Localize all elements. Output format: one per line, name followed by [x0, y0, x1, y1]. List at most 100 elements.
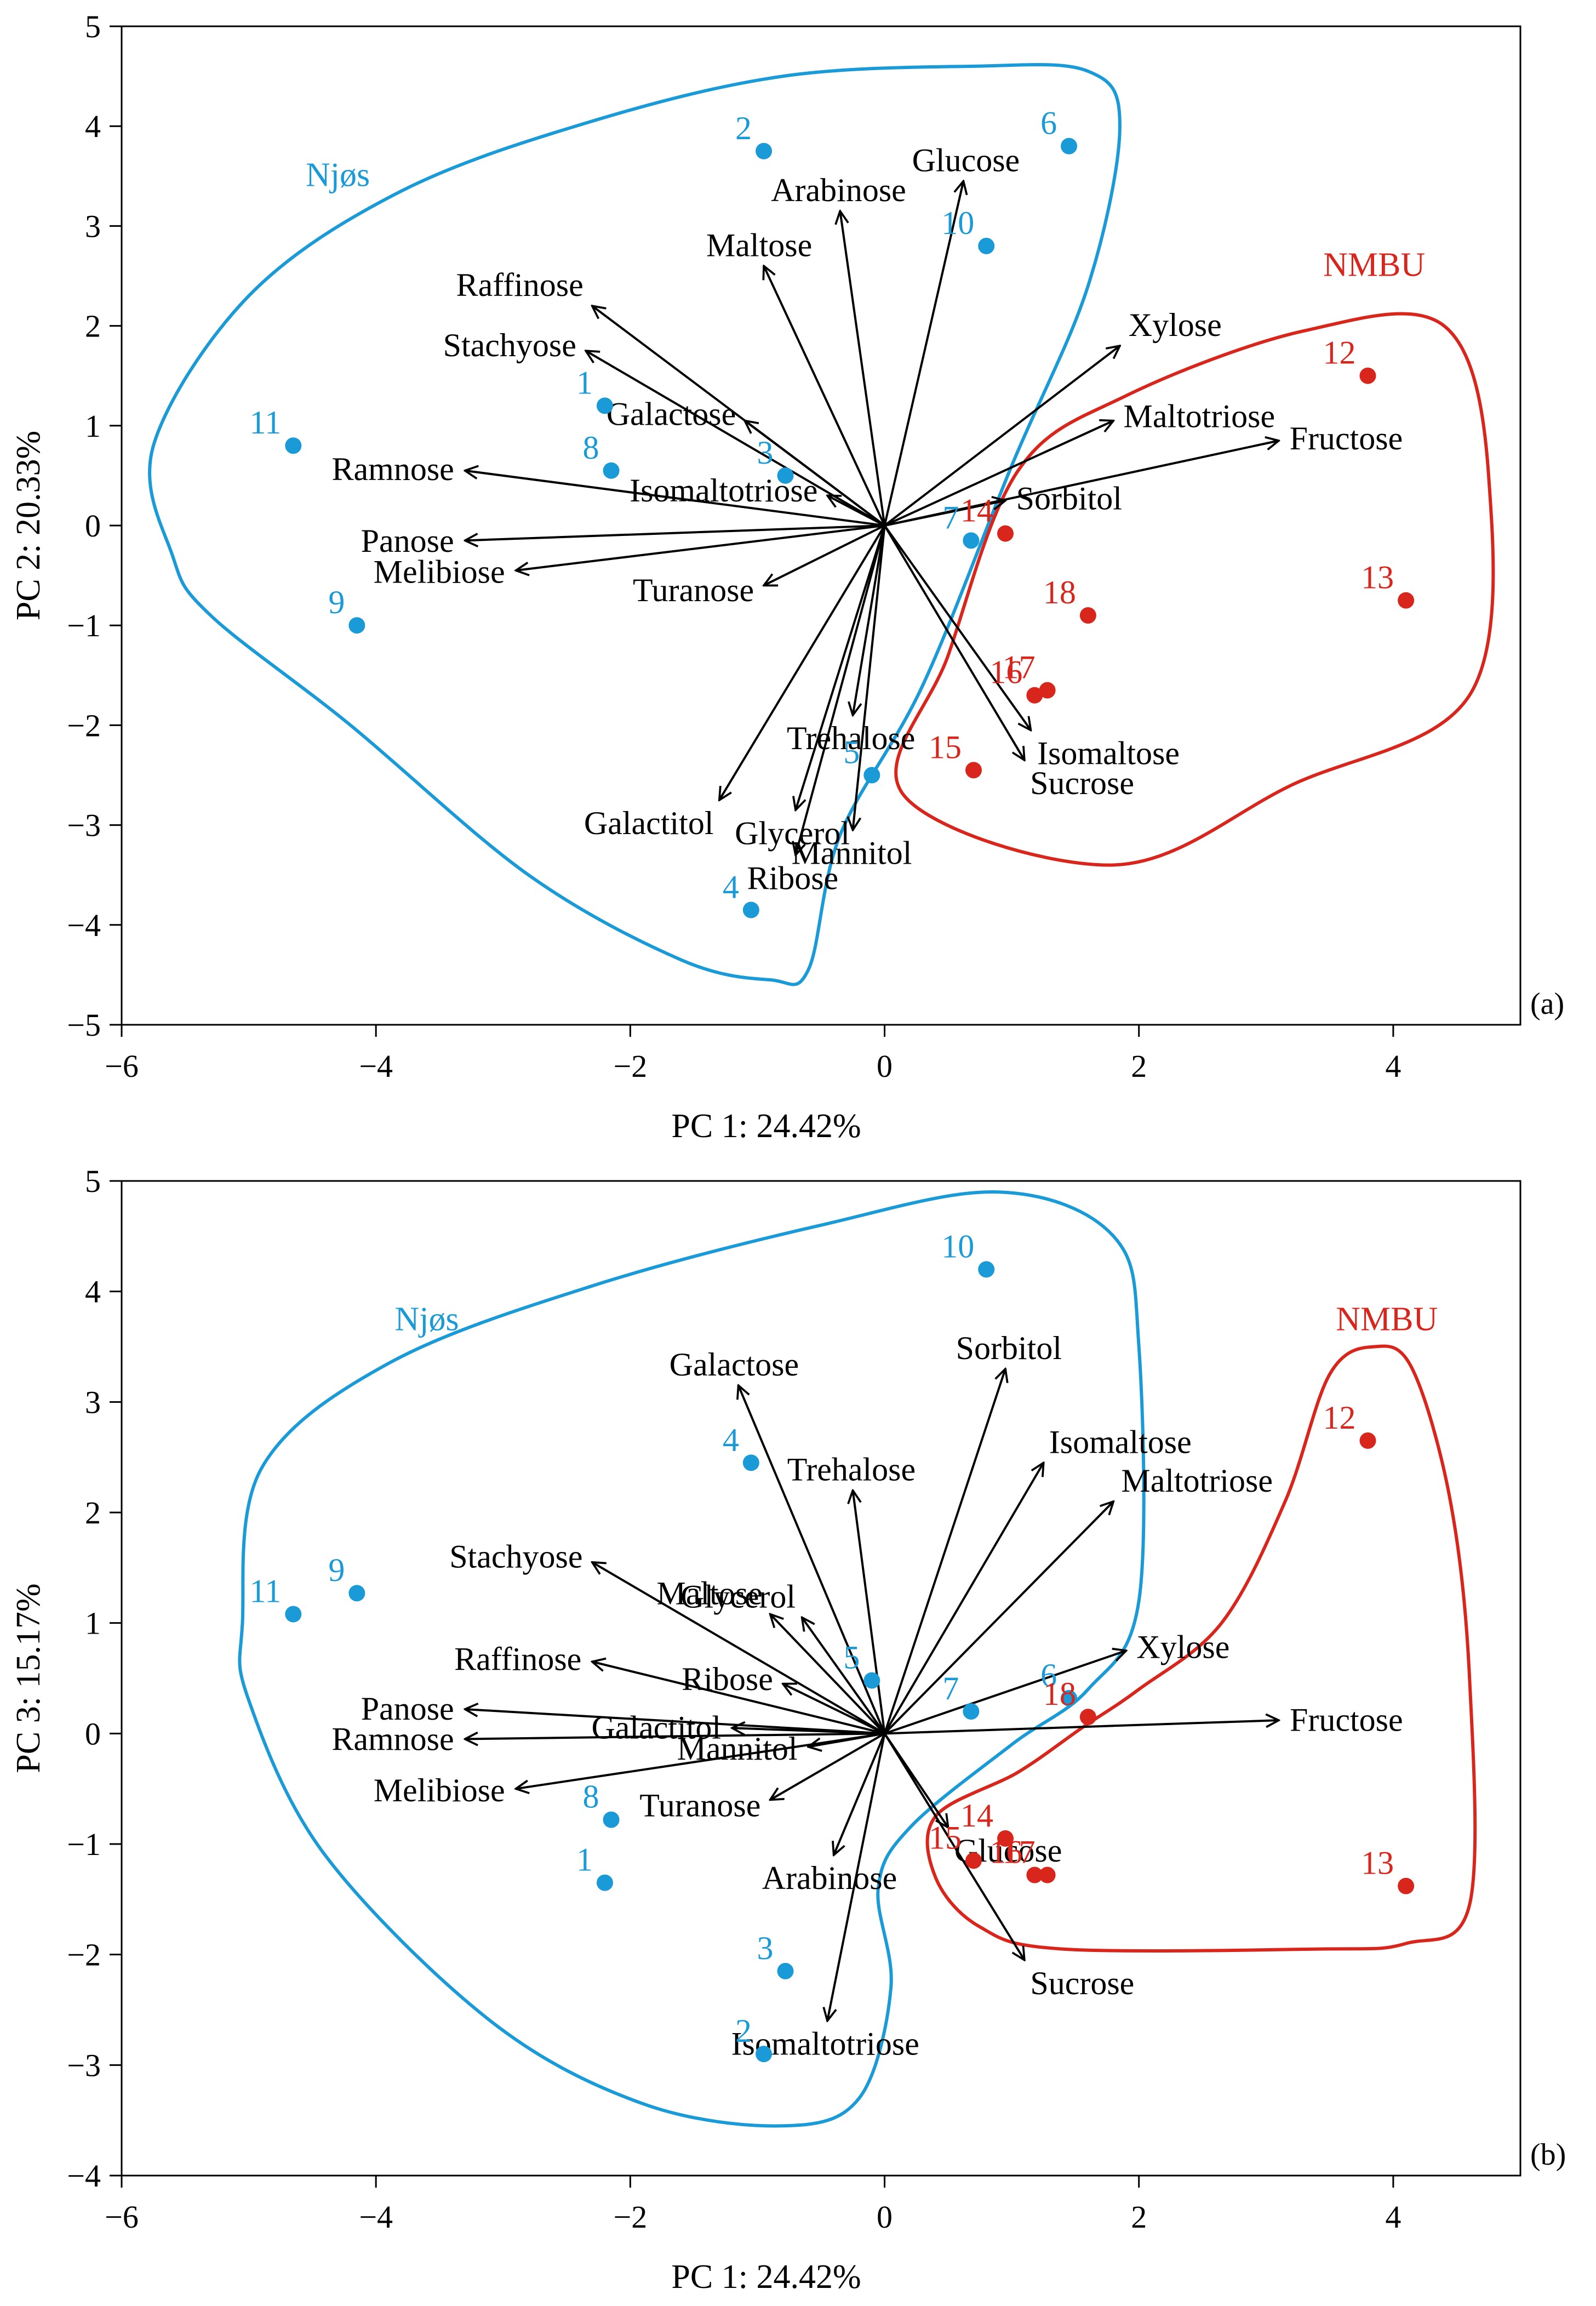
sample-point-10 — [978, 1261, 995, 1278]
x-tick-label: −2 — [614, 2199, 648, 2235]
sample-point-12 — [1359, 367, 1376, 384]
loading-label-arabinose: Arabinose — [771, 172, 906, 208]
loading-arrow-sorbitol — [884, 500, 1005, 527]
sample-point-4 — [742, 1454, 759, 1471]
group-label-nmbu: NMBU — [1323, 247, 1425, 284]
plot-frame — [121, 1180, 1521, 2177]
panel-tag: (a) — [1530, 987, 1564, 1021]
sample-label-5: 5 — [843, 734, 860, 770]
loading-label-glucose: Glucose — [912, 142, 1020, 178]
loading-arrow-raffinose — [592, 1662, 885, 1735]
loading-label-galactitol: Galactitol — [584, 805, 714, 841]
loading-arrow-maltose — [764, 266, 886, 526]
sample-label-12: 12 — [1323, 335, 1355, 371]
loading-label-sucrose: Sucrose — [1030, 1965, 1134, 2001]
sample-point-9 — [348, 1585, 365, 1602]
y-tick-label: −4 — [67, 907, 101, 943]
sample-label-12: 12 — [1323, 1400, 1355, 1436]
sample-label-10: 10 — [941, 1228, 974, 1264]
loading-label-fructose: Fructose — [1290, 1702, 1403, 1738]
sample-point-6 — [1061, 1689, 1078, 1706]
loading-arrow-sucrose — [883, 1733, 1025, 1960]
sample-point-13 — [1398, 1877, 1415, 1894]
sample-label-15: 15 — [929, 729, 962, 765]
sample-label-2: 2 — [735, 2013, 752, 2049]
x-tick-label: −4 — [359, 1048, 393, 1084]
sample-label-7: 7 — [942, 1670, 959, 1706]
y-tick-label: 4 — [85, 1274, 101, 1310]
group-label-nj-s: Njøs — [306, 157, 370, 194]
loading-label-maltotriose: Maltotriose — [1121, 1463, 1273, 1499]
sample-label-9: 9 — [328, 584, 345, 620]
loading-label-ramnose: Ramnose — [332, 451, 454, 487]
y-tick-label: 3 — [85, 1384, 101, 1420]
sample-label-6: 6 — [1040, 1657, 1057, 1693]
sample-label-11: 11 — [250, 1573, 282, 1609]
sample-point-1 — [596, 397, 613, 414]
sample-point-16 — [1026, 687, 1043, 704]
loading-label-mannitol: Mannitol — [791, 835, 912, 871]
loading-arrow-maltotriose — [884, 421, 1114, 527]
loading-label-trehalose: Trehalose — [787, 1452, 916, 1488]
sample-label-8: 8 — [583, 430, 599, 466]
loading-arrow-fructose — [884, 1720, 1279, 1735]
sample-point-8 — [603, 1811, 620, 1828]
sample-label-14: 14 — [960, 493, 993, 529]
loading-arrow-sucrose — [883, 524, 1025, 760]
loading-arrow-mannitol — [853, 525, 886, 830]
panel-tag: (b) — [1530, 2138, 1566, 2172]
loading-label-maltotriose: Maltotriose — [1123, 398, 1275, 434]
y-tick-label: 2 — [85, 1495, 101, 1531]
loading-label-panose: Panose — [361, 523, 454, 559]
sample-point-1 — [596, 1874, 613, 1891]
sample-label-7: 7 — [942, 499, 959, 535]
sample-point-7 — [963, 532, 980, 549]
y-tick-label: 5 — [85, 1163, 101, 1199]
y-tick-label: −4 — [67, 2158, 101, 2194]
loading-label-sucrose: Sucrose — [1030, 765, 1134, 801]
x-tick-label: −2 — [614, 1048, 648, 1084]
y-tick-label: 0 — [85, 508, 101, 544]
sample-point-4 — [742, 901, 759, 918]
loading-label-stachyose: Stachyose — [443, 327, 576, 363]
loading-label-xylose: Xylose — [1136, 1629, 1229, 1665]
y-tick-label: −2 — [67, 1937, 101, 1973]
x-tick-label: 4 — [1385, 1048, 1401, 1084]
sample-point-2 — [756, 2046, 773, 2063]
loading-arrow-galactose — [745, 421, 885, 527]
y-tick-label: −3 — [67, 808, 101, 843]
sample-label-14: 14 — [960, 1797, 993, 1834]
loading-label-sorbitol: Sorbitol — [956, 1330, 1062, 1366]
loading-arrow-galactitol — [732, 1728, 885, 1733]
loading-label-turanose: Turanose — [639, 1787, 760, 1823]
sample-label-4: 4 — [723, 1422, 739, 1458]
sample-point-3 — [777, 1962, 794, 1979]
sample-label-6: 6 — [1040, 105, 1057, 141]
y-tick-label: 2 — [85, 309, 101, 344]
y-tick-label: −1 — [67, 1826, 101, 1862]
sample-point-16 — [1026, 1867, 1043, 1883]
sample-point-11 — [285, 1606, 302, 1623]
sample-label-17: 17 — [1003, 649, 1036, 686]
x-axis-title: PC 1: 24.42% — [671, 1108, 861, 1145]
loading-arrow-panose — [465, 1709, 885, 1735]
loading-arrow-stachyose — [592, 1562, 885, 1735]
loading-arrow-ribose — [796, 525, 886, 855]
sample-label-8: 8 — [583, 1779, 599, 1815]
sample-label-18: 18 — [1043, 574, 1076, 610]
sample-point-11 — [285, 437, 302, 454]
sample-label-15: 15 — [929, 1819, 962, 1856]
y-tick-label: −3 — [67, 2047, 101, 2083]
sample-label-9: 9 — [328, 1552, 345, 1588]
sample-point-12 — [1359, 1432, 1376, 1449]
sample-point-15 — [965, 1852, 982, 1869]
y-tick-label: 3 — [85, 208, 101, 244]
sample-label-11: 11 — [250, 404, 282, 441]
loading-label-galactose: Galactose — [670, 1346, 799, 1383]
loading-arrow-trehalose — [853, 525, 886, 715]
sample-point-18 — [1079, 1709, 1096, 1726]
loading-arrow-melibiose — [516, 1732, 885, 1789]
